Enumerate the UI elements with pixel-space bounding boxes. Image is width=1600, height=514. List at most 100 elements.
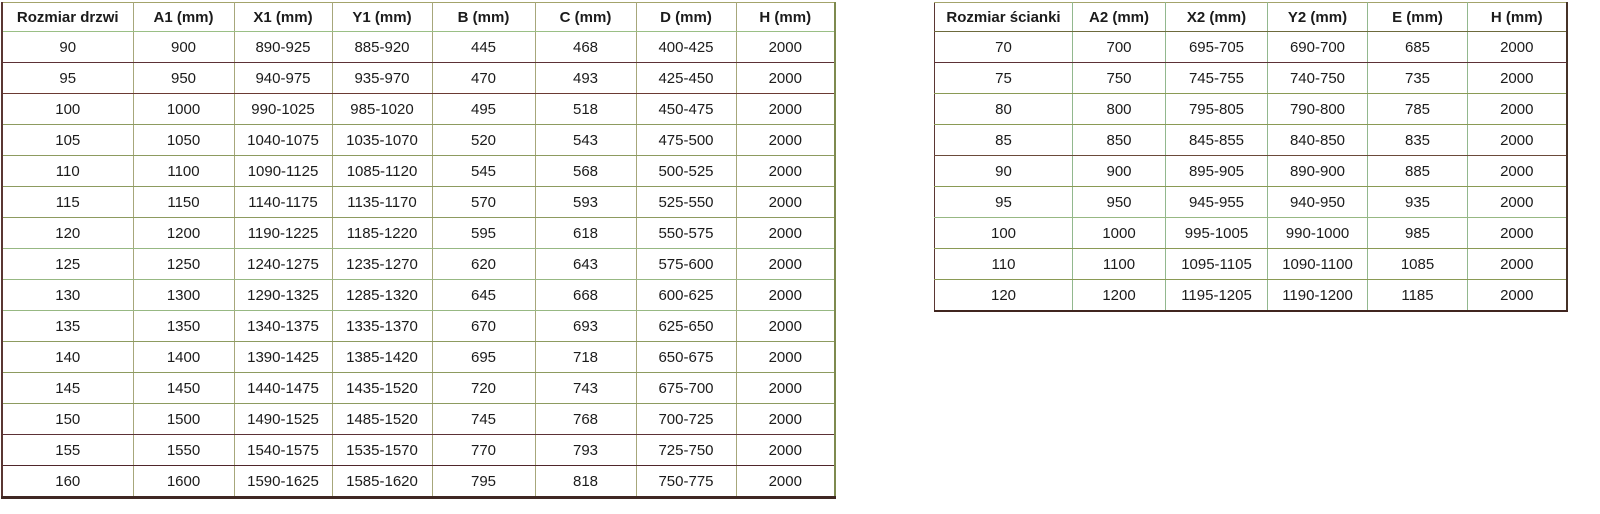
table-cell: 1435-1520 xyxy=(332,372,433,404)
table-row: 150 1500 1490-1525 1485-1520 745 768 700-725 20… xyxy=(2,403,835,435)
table-cell: 2000 xyxy=(736,186,835,218)
table-cell: 770 xyxy=(432,434,536,466)
table-cell: 740-750 xyxy=(1267,62,1368,94)
table-cell: 895-905 xyxy=(1165,155,1268,187)
table-cell: 2000 xyxy=(736,372,835,404)
table-cell: 718 xyxy=(535,341,637,373)
table-cell: 155 xyxy=(2,434,134,466)
table-cell: 105 xyxy=(2,124,134,156)
column-header: X1 (mm) xyxy=(234,2,333,32)
table-row: 155 1550 1540-1575 1535-1570 770 793 725-750 20… xyxy=(2,434,835,466)
table-cell: 2000 xyxy=(736,403,835,435)
table-cell: 150 xyxy=(2,403,134,435)
table-cell: 1035-1070 xyxy=(332,124,433,156)
table-cell: 935-970 xyxy=(332,62,433,94)
table-cell: 1240-1275 xyxy=(234,248,333,280)
table-cell: 95 xyxy=(2,62,134,94)
wall-panel-size-table: Rozmiar ścianki A2 (mm) X2 (mm) Y2 (mm) E (m… xyxy=(934,2,1568,312)
table-cell: 743 xyxy=(535,372,637,404)
table-cell: 400-425 xyxy=(636,31,737,63)
table-row: 160 1600 1590-1625 1585-1620 795 818 750-775 20… xyxy=(2,465,835,498)
table-cell: 90 xyxy=(934,155,1073,187)
table-cell: 935 xyxy=(1367,186,1468,218)
column-header: X2 (mm) xyxy=(1165,2,1268,32)
column-header: Y1 (mm) xyxy=(332,2,433,32)
table-cell: 850 xyxy=(1072,124,1166,156)
table-cell: 768 xyxy=(535,403,637,435)
table-cell: 1400 xyxy=(133,341,235,373)
table-cell: 2000 xyxy=(736,279,835,311)
table-row: 100 1000 990-1025 985-1020 495 518 450-475 2000 xyxy=(2,93,835,125)
table-cell: 1600 xyxy=(133,465,235,498)
table-cell: 1590-1625 xyxy=(234,465,333,498)
table-cell: 1140-1175 xyxy=(234,186,333,218)
table-cell: 1550 xyxy=(133,434,235,466)
column-header: A1 (mm) xyxy=(133,2,235,32)
table-cell: 835 xyxy=(1367,124,1468,156)
table-cell: 475-500 xyxy=(636,124,737,156)
table-cell: 1485-1520 xyxy=(332,403,433,435)
table-row: 110 1100 1095-1105 1090-1100 1085 2000 xyxy=(934,248,1567,280)
table-cell: 840-850 xyxy=(1267,124,1368,156)
table-cell: 575-600 xyxy=(636,248,737,280)
table-cell: 693 xyxy=(535,310,637,342)
table-row: 90 900 890-925 885-920 445 468 400-425 2000 xyxy=(2,31,835,63)
table-cell: 450-475 xyxy=(636,93,737,125)
table-cell: 668 xyxy=(535,279,637,311)
table-cell: 1440-1475 xyxy=(234,372,333,404)
table-cell: 1200 xyxy=(133,217,235,249)
table-cell: 470 xyxy=(432,62,536,94)
table-cell: 1490-1525 xyxy=(234,403,333,435)
table-cell: 1185 xyxy=(1367,279,1468,311)
table-cell: 2000 xyxy=(736,341,835,373)
table-cell: 2000 xyxy=(1467,31,1567,63)
table-cell: 1040-1075 xyxy=(234,124,333,156)
column-header: B (mm) xyxy=(432,2,536,32)
table-cell: 1195-1205 xyxy=(1165,279,1268,311)
table-cell: 900 xyxy=(1072,155,1166,187)
table-row: 95 950 940-975 935-970 470 493 425-450 2000 xyxy=(2,62,835,94)
table-row: 135 1350 1340-1375 1335-1370 670 693 625-650 20… xyxy=(2,310,835,342)
table-cell: 125 xyxy=(2,248,134,280)
table-cell: 2000 xyxy=(768,472,802,490)
table-cell: 1340-1375 xyxy=(234,310,333,342)
column-header: E (mm) xyxy=(1367,2,1468,32)
table-cell: 493 xyxy=(535,62,637,94)
table-cell: 120 xyxy=(2,217,134,249)
table-cell: 100 xyxy=(2,93,134,125)
table-cell: 950 xyxy=(1072,186,1166,218)
table-cell: 1235-1270 xyxy=(332,248,433,280)
header-row: Rozmiar ścianki A2 (mm) X2 (mm) Y2 (mm) E (m… xyxy=(934,2,1567,32)
table-cell: 650-675 xyxy=(636,341,737,373)
table-cell: 145 xyxy=(2,372,134,404)
table-row: 85 850 845-855 840-850 835 2000 xyxy=(934,124,1567,156)
column-header: H (mm) xyxy=(736,2,835,32)
table-cell: 1390-1425 xyxy=(234,341,333,373)
table-row: 140 1400 1390-1425 1385-1420 695 718 650-675 20… xyxy=(2,341,835,373)
table-cell: 1085 xyxy=(1367,248,1468,280)
table-cell: 468 xyxy=(535,31,637,63)
table-cell: 890-900 xyxy=(1267,155,1368,187)
table-cell: 1535-1570 xyxy=(332,434,433,466)
table-cell: 818 xyxy=(535,465,637,498)
table-cell: 2000 xyxy=(1467,186,1567,218)
table-cell: 2000 xyxy=(1500,286,1534,304)
table-cell: 750-775 xyxy=(636,465,737,498)
column-header: H (mm) xyxy=(1467,2,1567,32)
table-cell: 695 xyxy=(432,341,536,373)
table-cell: 625-650 xyxy=(636,310,737,342)
table-cell: 690-700 xyxy=(1267,31,1368,63)
column-header: A2 (mm) xyxy=(1072,2,1166,32)
table-cell: 985 xyxy=(1367,217,1468,249)
table-cell: 725-750 xyxy=(636,434,737,466)
table-cell: 900 xyxy=(133,31,235,63)
table-row: 120 1200 1190-1225 1185-1220 595 618 550-575 20… xyxy=(2,217,835,249)
table-cell: 110 xyxy=(934,248,1073,280)
table-cell: 1285-1320 xyxy=(332,279,433,311)
table-cell: 110 xyxy=(2,155,134,187)
table-cell: 1085-1120 xyxy=(332,155,433,187)
table-cell: 570 xyxy=(432,186,536,218)
table-row: 110 1100 1090-1125 1085-1120 545 568 500-525 20… xyxy=(2,155,835,187)
column-header: D (mm) xyxy=(636,2,737,32)
table-cell: 160 xyxy=(2,465,134,498)
